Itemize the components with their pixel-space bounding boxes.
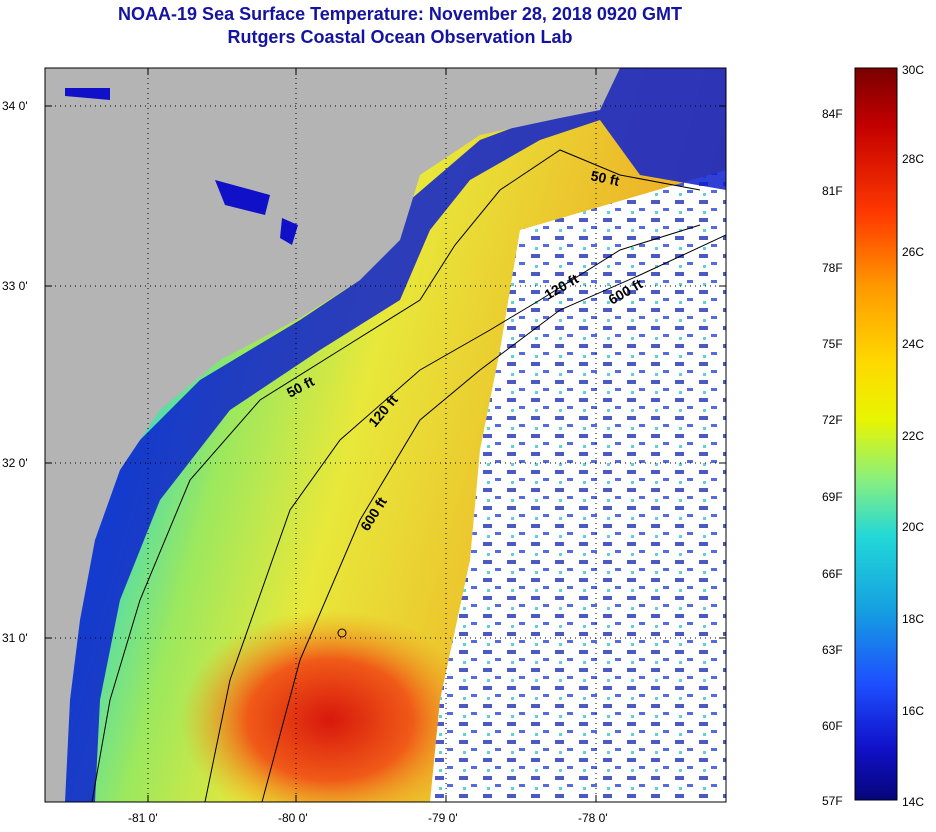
legend-c-label: 22C bbox=[902, 429, 924, 443]
legend-f-label: 72F bbox=[822, 413, 843, 427]
legend-f-label: 78F bbox=[822, 261, 843, 275]
lake bbox=[215, 180, 270, 215]
contour-600ft bbox=[261, 234, 726, 802]
map-subtitle: Rutgers Coastal Ocean Observation Lab bbox=[227, 27, 573, 47]
legend-f-label: 63F bbox=[822, 643, 843, 657]
lon-label: -80 0' bbox=[278, 811, 308, 825]
graticule bbox=[45, 68, 726, 802]
cloud-speckle bbox=[430, 170, 726, 802]
land bbox=[45, 68, 620, 802]
coastal-cold-water bbox=[45, 68, 726, 802]
lat-label: 33 0' bbox=[2, 279, 28, 293]
legend-f-label: 84F bbox=[822, 107, 843, 121]
contour-50ft bbox=[91, 149, 701, 802]
legend-c-label: 16C bbox=[902, 704, 924, 718]
legend-f-label: 66F bbox=[822, 567, 843, 581]
legend-c-label: 30C bbox=[902, 63, 924, 77]
contour-120ft bbox=[204, 224, 701, 802]
legend-c-label: 18C bbox=[902, 612, 924, 626]
buoy-marker bbox=[337, 628, 347, 638]
legend-c-label: 14C bbox=[902, 795, 924, 809]
lat-label: 31 0' bbox=[2, 631, 28, 645]
lake bbox=[65, 88, 110, 100]
map-plot-area: 50 ft 50 ft 120 ft 120 ft 600 ft 600 ft bbox=[45, 68, 726, 802]
legend-c-label: 20C bbox=[902, 520, 924, 534]
legend-f-label: 75F bbox=[822, 337, 843, 351]
lon-label: -81 0' bbox=[128, 811, 158, 825]
warm-gulf-stream-patch bbox=[180, 610, 480, 802]
lake bbox=[280, 218, 298, 245]
map-title: NOAA-19 Sea Surface Temperature: Novembe… bbox=[118, 4, 682, 24]
plot-frame bbox=[44, 67, 727, 803]
lat-label: 34 0' bbox=[2, 99, 28, 113]
legend-f-label: 60F bbox=[822, 719, 843, 733]
lat-label: 32 0' bbox=[2, 456, 28, 470]
legend-f-label: 81F bbox=[822, 184, 843, 198]
lon-label: -78 0' bbox=[578, 811, 608, 825]
lon-label: -79 0' bbox=[428, 811, 458, 825]
contour-label-50ft: 50 ft bbox=[589, 167, 621, 189]
legend-c-label: 28C bbox=[902, 152, 924, 166]
legend-f-label: 57F bbox=[822, 794, 843, 808]
axis-ticks bbox=[45, 68, 726, 802]
legend-c-label: 24C bbox=[902, 337, 924, 351]
temperature-colorbar bbox=[854, 67, 898, 801]
legend-f-label: 69F bbox=[822, 490, 843, 504]
legend-c-label: 26C bbox=[902, 245, 924, 259]
